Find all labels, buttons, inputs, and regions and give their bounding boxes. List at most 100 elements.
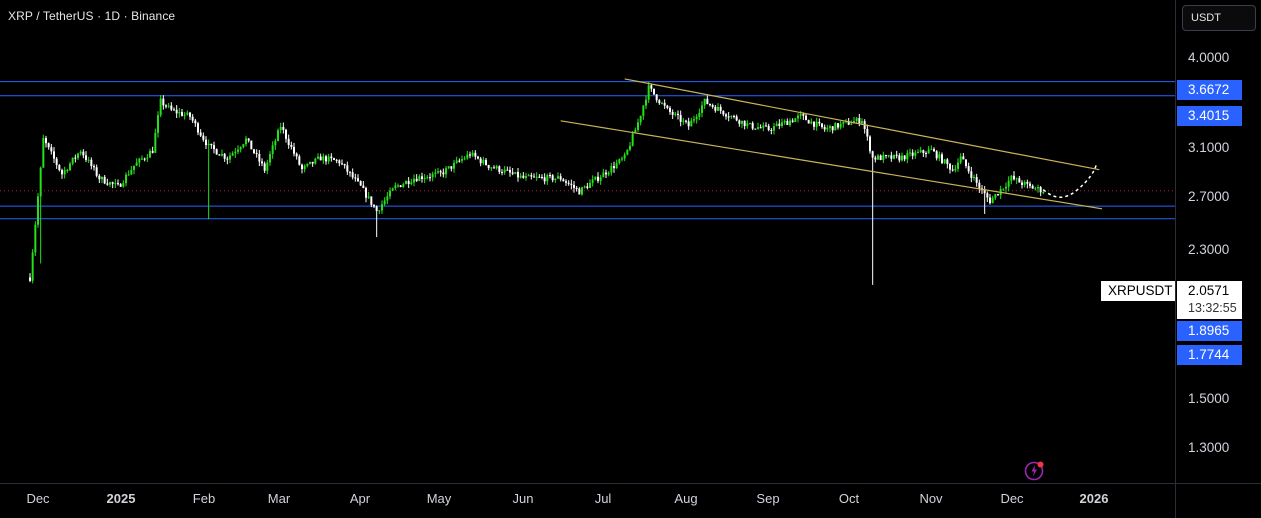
time-tick: Sep xyxy=(756,491,780,506)
candle xyxy=(607,171,610,177)
candle xyxy=(535,172,538,181)
candle xyxy=(29,273,31,283)
candle xyxy=(402,182,405,188)
candle xyxy=(695,114,698,124)
candle xyxy=(279,122,282,134)
candle xyxy=(247,138,250,143)
candle xyxy=(730,115,733,120)
candle xyxy=(274,138,277,150)
currency-selector[interactable]: USDT xyxy=(1182,5,1256,31)
candle xyxy=(466,150,469,160)
price-tick: 1.5000 xyxy=(1188,391,1230,406)
candle xyxy=(314,157,317,165)
candle xyxy=(546,173,549,185)
candle xyxy=(951,164,954,172)
candle xyxy=(639,115,642,126)
candle xyxy=(789,118,791,127)
candle xyxy=(322,153,325,164)
time-tick: Nov xyxy=(919,491,943,506)
candle xyxy=(114,178,117,189)
candle xyxy=(239,146,242,153)
candle xyxy=(599,174,602,185)
candle xyxy=(669,106,671,115)
candle xyxy=(106,178,109,186)
candle xyxy=(194,118,197,127)
symbol-label: XRPUSDT xyxy=(1101,281,1175,301)
bolt-icon[interactable] xyxy=(1024,459,1046,481)
candle xyxy=(453,159,455,173)
candle xyxy=(794,117,797,123)
channel-upper-line[interactable] xyxy=(624,78,1100,171)
candle xyxy=(538,174,541,178)
candle xyxy=(263,161,266,174)
candle xyxy=(354,173,357,182)
candle xyxy=(949,162,951,174)
candle xyxy=(517,167,519,182)
candle xyxy=(594,176,597,181)
candle xyxy=(978,179,981,193)
candle xyxy=(277,128,279,142)
candle xyxy=(349,171,351,177)
candle xyxy=(79,149,82,156)
candle xyxy=(549,172,551,179)
candle xyxy=(410,178,413,186)
candle xyxy=(629,141,631,152)
candle xyxy=(877,153,879,161)
candle xyxy=(311,161,314,167)
projection-curve xyxy=(1042,163,1098,198)
candle xyxy=(895,150,898,159)
candle xyxy=(381,200,383,214)
candle xyxy=(693,115,695,124)
candle xyxy=(445,165,447,179)
candle xyxy=(749,122,751,125)
candle xyxy=(954,164,957,173)
candle xyxy=(839,120,842,130)
candle xyxy=(63,166,66,179)
candle xyxy=(725,113,727,120)
candle xyxy=(215,148,218,155)
candle xyxy=(818,118,821,127)
candle xyxy=(959,153,962,165)
candle xyxy=(42,134,45,168)
candle xyxy=(610,162,613,176)
candle xyxy=(1002,188,1005,191)
candle xyxy=(183,112,186,120)
candle xyxy=(210,143,213,149)
candle xyxy=(154,128,157,154)
candle xyxy=(613,161,615,173)
candle xyxy=(157,111,159,138)
candle xyxy=(293,142,295,157)
time-tick: 2025 xyxy=(106,491,136,506)
candle xyxy=(343,163,346,169)
candle xyxy=(759,124,762,129)
candle xyxy=(237,145,239,155)
candle xyxy=(589,179,591,189)
candle xyxy=(597,172,599,184)
candle xyxy=(626,149,629,156)
candle xyxy=(925,151,927,158)
candle xyxy=(319,153,322,161)
candle xyxy=(458,158,461,163)
bar-countdown: 13:32:55 xyxy=(1188,301,1237,315)
candle xyxy=(914,150,917,159)
candle xyxy=(330,153,333,162)
candle xyxy=(567,180,570,186)
candle xyxy=(831,126,834,134)
candle xyxy=(698,108,701,121)
candle xyxy=(221,149,223,157)
candle xyxy=(685,119,687,124)
candle xyxy=(565,179,567,186)
candle xyxy=(885,154,887,159)
candle xyxy=(61,168,63,179)
candle xyxy=(983,186,986,214)
candle xyxy=(218,154,221,156)
candle xyxy=(365,186,367,203)
candle xyxy=(325,154,327,165)
channel-lower-line[interactable] xyxy=(560,120,1103,210)
candle xyxy=(506,166,509,171)
candle xyxy=(447,166,450,170)
candle xyxy=(882,151,885,164)
candle xyxy=(327,153,330,165)
candle xyxy=(429,173,431,182)
